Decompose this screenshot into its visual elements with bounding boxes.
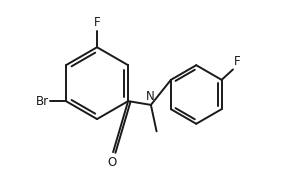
Text: Br: Br	[36, 95, 49, 108]
Text: O: O	[108, 156, 117, 169]
Text: F: F	[94, 16, 100, 29]
Text: F: F	[234, 55, 241, 68]
Text: N: N	[146, 90, 154, 103]
